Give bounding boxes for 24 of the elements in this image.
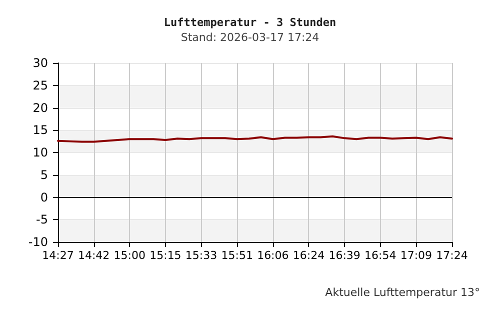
x-tick-label: 14:42 [78, 249, 110, 262]
x-tick-label: 15:00 [114, 249, 146, 262]
x-tick-label: 14:27 [42, 249, 74, 262]
x-tick-label: 16:39 [328, 249, 360, 262]
x-tick-label: 15:33 [185, 249, 218, 262]
text: Aktuelle Lufttemperatur 13° [325, 286, 480, 299]
chart-subtitle: Stand: 2026-03-17 17:24 [180, 31, 320, 44]
y-tick-label: 5 [40, 168, 48, 182]
chart-title: Lufttemperatur - 3 Stunden [164, 16, 336, 29]
x-tick-label: 16:06 [257, 249, 289, 262]
x-tick-label: 17:09 [400, 249, 432, 262]
x-tick-label: 17:24 [436, 249, 468, 262]
y-tick-label: -5 [36, 212, 48, 227]
y-tick-label: -10 [28, 235, 48, 249]
y-tick-label: 30 [32, 56, 48, 70]
y-tick-label: 10 [32, 146, 48, 160]
y-tick-label: 20 [32, 100, 48, 115]
x-tick-label: 15:15 [150, 249, 182, 262]
y-tick-label: 25 [32, 78, 48, 92]
x-tick-label: 16:54 [364, 249, 396, 262]
y-tick-label: 15 [32, 123, 48, 138]
y-tick-label: 0 [40, 190, 48, 204]
x-tick-label: 15:51 [221, 249, 253, 262]
x-tick-label: 16:24 [292, 249, 325, 262]
